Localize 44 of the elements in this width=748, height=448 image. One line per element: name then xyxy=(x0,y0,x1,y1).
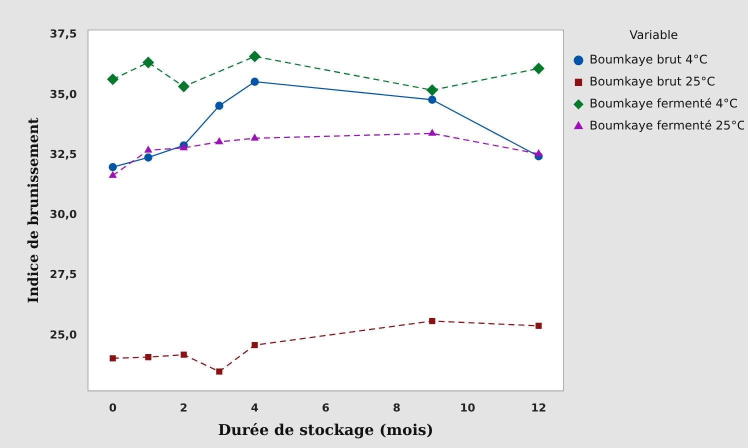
y-tick-label: 37,5 xyxy=(50,28,77,41)
point xyxy=(145,354,152,360)
y-tick-label: 30,0 xyxy=(50,208,78,222)
point xyxy=(216,368,222,375)
point xyxy=(109,171,116,178)
point xyxy=(216,138,223,144)
point xyxy=(536,322,542,329)
point xyxy=(535,150,542,156)
point xyxy=(252,342,258,348)
point xyxy=(180,144,188,150)
point xyxy=(250,78,259,86)
x-tick-label: 0 xyxy=(108,401,117,414)
legend-label: Boumkaye brut 25°C xyxy=(590,74,716,89)
point xyxy=(428,96,436,104)
point xyxy=(180,352,187,358)
x-tick-label: 4 xyxy=(250,401,259,414)
point xyxy=(110,355,116,362)
y-tick-label: 25,0 xyxy=(50,328,78,342)
point xyxy=(429,318,436,324)
x-tick-label: 2 xyxy=(180,401,188,414)
y-axis-title: Indice de brunissement xyxy=(26,117,42,304)
point xyxy=(142,56,154,68)
y-tick-label: 27,5 xyxy=(50,268,77,282)
legend-label: Boumkaye brut 4°C xyxy=(590,52,708,67)
point xyxy=(144,146,152,153)
x-tick-label: 6 xyxy=(322,401,330,414)
point xyxy=(426,84,438,96)
point xyxy=(215,102,224,110)
legend-title: Variable xyxy=(629,28,678,42)
point xyxy=(428,129,436,136)
x-tick-label: 10 xyxy=(460,401,476,414)
y-tick-label: 32,5 xyxy=(50,148,77,161)
point xyxy=(249,50,260,62)
x-tick-label: 12 xyxy=(531,401,546,414)
y-tick-label: 35,0 xyxy=(50,88,78,101)
x-axis-title: Durée de stockage (mois) xyxy=(218,420,434,439)
point xyxy=(251,134,258,141)
x-tick-label: 8 xyxy=(392,401,401,414)
legend-label: Boumkaye fermenté 4°C xyxy=(590,96,738,111)
point xyxy=(144,153,152,162)
point xyxy=(108,163,117,172)
point xyxy=(178,80,190,92)
point xyxy=(107,74,118,85)
point xyxy=(533,62,544,74)
